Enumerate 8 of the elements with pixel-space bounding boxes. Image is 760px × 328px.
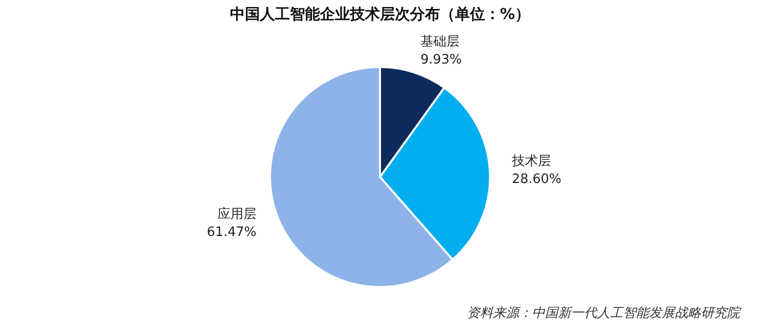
slice-label: 基础层 [420, 34, 460, 50]
slice-label: 应用层 [217, 206, 256, 222]
text: 资料来源：中国新一代人工智能发展战略研究院 [467, 305, 740, 322]
data-label: 9.93% [420, 52, 462, 68]
data-label: 61.47% [206, 224, 256, 240]
data-label: 28.60% [512, 172, 562, 187]
slice-label: 技术层 [510, 154, 551, 169]
chart-title: 中国人工智能企业技术层次分布（单位：%） [230, 4, 530, 23]
